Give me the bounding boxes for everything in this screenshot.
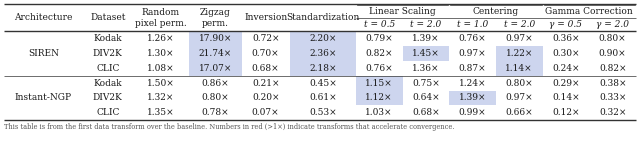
Bar <box>189 61 241 76</box>
Text: SIREN: SIREN <box>28 49 59 58</box>
Text: 0.07×: 0.07× <box>252 108 280 117</box>
Text: Linear Scaling: Linear Scaling <box>369 6 436 16</box>
Text: Gamma Correction: Gamma Correction <box>545 6 633 16</box>
Text: 0.86×: 0.86× <box>202 79 229 88</box>
Text: 0.45×: 0.45× <box>309 79 337 88</box>
Text: 0.97×: 0.97× <box>506 34 533 43</box>
Text: t = 1.0: t = 1.0 <box>457 20 488 29</box>
Text: 0.97×: 0.97× <box>506 93 533 102</box>
Text: 2.20×: 2.20× <box>309 34 337 43</box>
Bar <box>496 46 543 61</box>
Text: 21.74×: 21.74× <box>198 49 232 58</box>
Text: Dataset: Dataset <box>90 13 125 22</box>
Text: 1.39×: 1.39× <box>459 93 486 102</box>
Text: 0.79×: 0.79× <box>365 34 393 43</box>
Text: 0.30×: 0.30× <box>552 49 580 58</box>
Text: 1.15×: 1.15× <box>365 79 393 88</box>
Text: 0.32×: 0.32× <box>599 108 627 117</box>
Text: 0.99×: 0.99× <box>459 108 486 117</box>
Text: CLIC: CLIC <box>96 64 120 73</box>
Bar <box>290 61 356 76</box>
Text: 1.35×: 1.35× <box>147 108 175 117</box>
Text: 0.78×: 0.78× <box>202 108 229 117</box>
Text: γ = 0.5: γ = 0.5 <box>550 20 582 29</box>
Text: 1.45×: 1.45× <box>412 49 440 58</box>
Text: Kodak: Kodak <box>93 79 122 88</box>
Text: 0.64×: 0.64× <box>412 93 440 102</box>
Text: DIV2K: DIV2K <box>93 93 123 102</box>
Text: Standardization: Standardization <box>286 13 360 22</box>
Text: 0.12×: 0.12× <box>552 108 580 117</box>
Text: 0.80×: 0.80× <box>599 34 627 43</box>
Bar <box>356 76 403 90</box>
Text: Kodak: Kodak <box>93 34 122 43</box>
Text: 1.12×: 1.12× <box>365 93 393 102</box>
Text: 1.26×: 1.26× <box>147 34 175 43</box>
Text: 1.50×: 1.50× <box>147 79 175 88</box>
Text: 0.90×: 0.90× <box>599 49 627 58</box>
Text: 0.21×: 0.21× <box>252 79 280 88</box>
Text: t = 0.5: t = 0.5 <box>364 20 395 29</box>
Text: 0.38×: 0.38× <box>599 79 627 88</box>
Text: 0.29×: 0.29× <box>552 79 580 88</box>
Text: Zigzag
perm.: Zigzag perm. <box>200 8 230 28</box>
Text: 1.32×: 1.32× <box>147 93 175 102</box>
Text: 17.07×: 17.07× <box>198 64 232 73</box>
Text: 0.87×: 0.87× <box>459 64 486 73</box>
Text: 0.36×: 0.36× <box>552 34 580 43</box>
Bar <box>403 46 449 61</box>
Bar <box>496 61 543 76</box>
Text: 1.22×: 1.22× <box>506 49 533 58</box>
Bar <box>449 90 496 105</box>
Text: γ = 2.0: γ = 2.0 <box>596 20 629 29</box>
Text: 0.70×: 0.70× <box>252 49 280 58</box>
Text: 0.80×: 0.80× <box>202 93 229 102</box>
Text: 0.97×: 0.97× <box>459 49 486 58</box>
Text: 0.82×: 0.82× <box>365 49 393 58</box>
Text: 0.80×: 0.80× <box>506 79 533 88</box>
Bar <box>189 32 241 46</box>
Text: t = 2.0: t = 2.0 <box>410 20 442 29</box>
Text: 0.68×: 0.68× <box>252 64 280 73</box>
Text: 0.68×: 0.68× <box>412 108 440 117</box>
Text: 1.14×: 1.14× <box>506 64 533 73</box>
Text: 1.39×: 1.39× <box>412 34 440 43</box>
Text: Architecture: Architecture <box>14 13 72 22</box>
Text: Centering: Centering <box>473 6 519 16</box>
Text: 17.90×: 17.90× <box>198 34 232 43</box>
Text: 2.36×: 2.36× <box>309 49 337 58</box>
Text: 0.82×: 0.82× <box>599 64 627 73</box>
Text: 0.20×: 0.20× <box>252 93 280 102</box>
Text: t = 2.0: t = 2.0 <box>504 20 535 29</box>
Bar <box>290 46 356 61</box>
Text: 0.76×: 0.76× <box>365 64 393 73</box>
Text: 0.76×: 0.76× <box>459 34 486 43</box>
Text: 0.72×: 0.72× <box>252 34 280 43</box>
Text: 0.24×: 0.24× <box>552 64 580 73</box>
Text: Random
pixel perm.: Random pixel perm. <box>135 8 187 28</box>
Text: 1.03×: 1.03× <box>365 108 393 117</box>
Text: DIV2K: DIV2K <box>93 49 123 58</box>
Bar <box>290 32 356 46</box>
Text: 1.36×: 1.36× <box>412 64 440 73</box>
Text: This table is from the first data transform over the baseline. Numbers in red (>: This table is from the first data transf… <box>4 123 454 131</box>
Bar <box>356 90 403 105</box>
Text: 0.53×: 0.53× <box>309 108 337 117</box>
Text: 0.75×: 0.75× <box>412 79 440 88</box>
Text: 0.66×: 0.66× <box>506 108 533 117</box>
Text: Inversion: Inversion <box>244 13 287 22</box>
Text: 0.33×: 0.33× <box>599 93 627 102</box>
Text: 1.08×: 1.08× <box>147 64 175 73</box>
Text: 1.30×: 1.30× <box>147 49 175 58</box>
Text: CLIC: CLIC <box>96 108 120 117</box>
Text: 0.14×: 0.14× <box>552 93 580 102</box>
Text: 0.61×: 0.61× <box>309 93 337 102</box>
Bar <box>189 46 241 61</box>
Text: Instant-NGP: Instant-NGP <box>15 93 72 102</box>
Text: 2.18×: 2.18× <box>309 64 337 73</box>
Text: 1.24×: 1.24× <box>459 79 486 88</box>
